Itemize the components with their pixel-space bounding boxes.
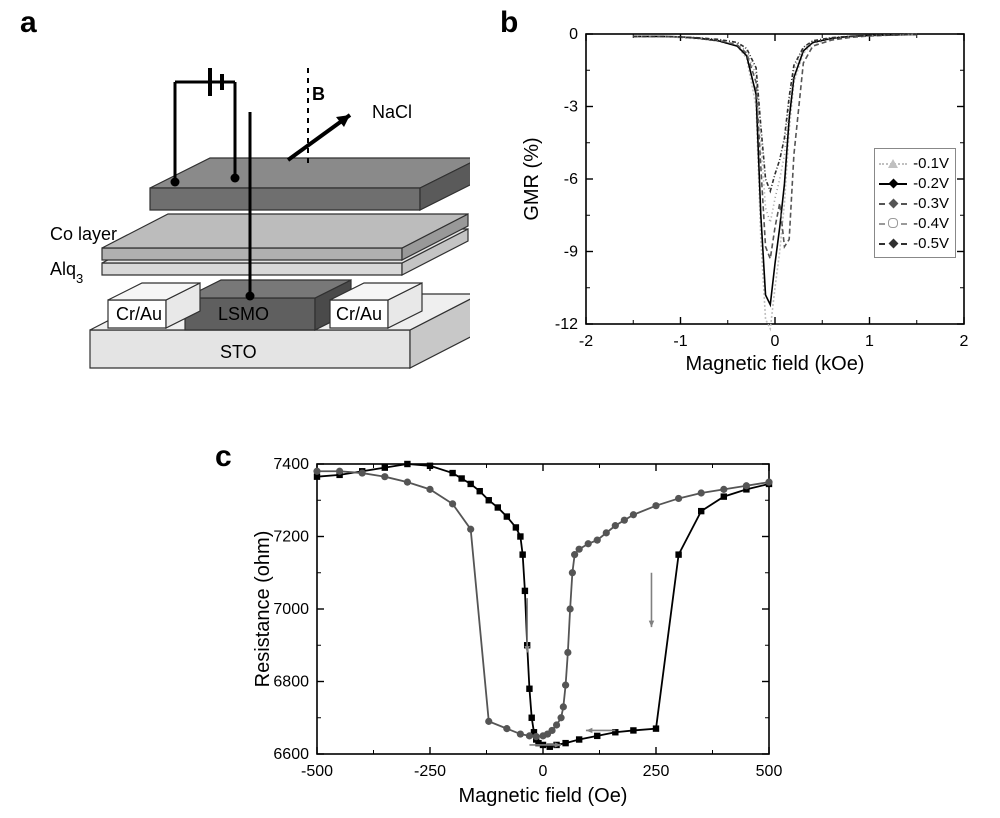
svg-text:250: 250 xyxy=(643,763,670,780)
gmr-legend: -0.1V -0.2V -0.3V -0.4V -0.5V xyxy=(874,148,956,258)
svg-text:-1: -1 xyxy=(673,333,687,350)
resistance-chart-svg: -500 -250 0 250 500 6600 6800 7000 7200 7400 Magne… xyxy=(225,450,785,810)
svg-text:LSMO: LSMO xyxy=(218,304,269,324)
svg-text:-6: -6 xyxy=(564,171,578,188)
svg-text:Magnetic field (Oe): Magnetic field (Oe) xyxy=(459,785,628,807)
legend-label: -0.5V xyxy=(913,235,949,252)
svg-text:Cr/Au: Cr/Au xyxy=(336,304,382,324)
svg-text:Alq3: Alq3 xyxy=(50,259,83,286)
device-svg: NaCl B Co layer Alq3 Cr/Au Cr/Au LSMO STO xyxy=(20,40,470,380)
svg-text:6600: 6600 xyxy=(273,746,309,763)
svg-text:2: 2 xyxy=(960,333,969,350)
gmr-chart: -2 -1 0 1 2 -12 -9 -6 -3 0 Magnetic field (kOe) GMR… xyxy=(508,18,978,378)
device-schematic: NaCl B Co layer Alq3 Cr/Au Cr/Au LSMO STO xyxy=(20,40,470,380)
svg-text:0: 0 xyxy=(771,333,780,350)
svg-text:-3: -3 xyxy=(564,99,578,116)
svg-text:Cr/Au: Cr/Au xyxy=(116,304,162,324)
svg-text:Co layer: Co layer xyxy=(50,224,117,244)
svg-text:-12: -12 xyxy=(555,316,578,333)
svg-text:1: 1 xyxy=(865,333,874,350)
svg-text:0: 0 xyxy=(539,763,548,780)
svg-text:500: 500 xyxy=(756,763,783,780)
svg-text:7400: 7400 xyxy=(273,456,309,473)
svg-text:NaCl: NaCl xyxy=(372,102,412,122)
svg-text:0: 0 xyxy=(569,26,578,43)
panel-a-label: a xyxy=(20,6,37,40)
legend-label: -0.4V xyxy=(913,215,949,232)
legend-item: -0.4V xyxy=(879,213,949,233)
legend-item: -0.2V xyxy=(879,173,949,193)
svg-text:-2: -2 xyxy=(579,333,593,350)
svg-text:-9: -9 xyxy=(564,244,578,261)
svg-text:Resistance (ohm): Resistance (ohm) xyxy=(252,531,274,688)
svg-text:B: B xyxy=(312,84,325,104)
legend-item: -0.5V xyxy=(879,233,949,253)
legend-item: -0.1V xyxy=(879,153,949,173)
svg-text:Magnetic field (kOe): Magnetic field (kOe) xyxy=(686,353,865,375)
svg-text:-250: -250 xyxy=(414,763,446,780)
legend-label: -0.2V xyxy=(913,175,949,192)
svg-text:STO: STO xyxy=(220,342,257,362)
legend-label: -0.3V xyxy=(913,195,949,212)
svg-text:GMR (%): GMR (%) xyxy=(521,137,543,220)
resistance-chart: -500 -250 0 250 500 6600 6800 7000 7200 7400 Magne… xyxy=(225,450,785,810)
figure-page: a b c NaClBCo layerAlq3Cr/AuCr/AuLSMOSTO… xyxy=(0,0,1000,818)
svg-text:7000: 7000 xyxy=(273,601,309,618)
legend-label: -0.1V xyxy=(913,155,949,172)
svg-text:6800: 6800 xyxy=(273,674,309,691)
legend-item: -0.3V xyxy=(879,193,949,213)
svg-text:-500: -500 xyxy=(301,763,333,780)
svg-text:7200: 7200 xyxy=(273,529,309,546)
